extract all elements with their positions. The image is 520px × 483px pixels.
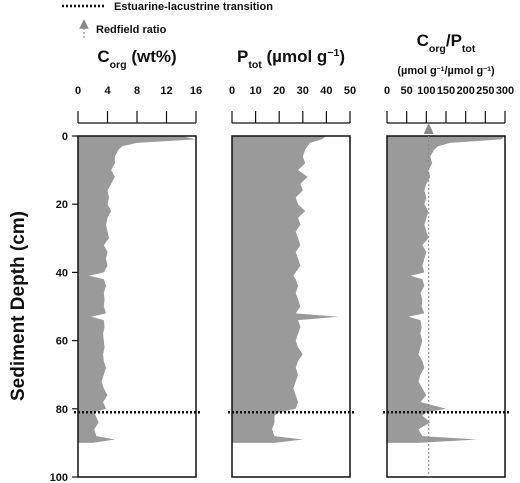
plot-frame <box>77 135 197 478</box>
area <box>78 136 196 443</box>
x-tick-label: 50 <box>344 85 356 97</box>
title-part: P <box>237 47 248 66</box>
title-part: ) <box>491 65 495 77</box>
area <box>232 136 339 443</box>
plot-frame <box>231 135 351 478</box>
title-part: /P <box>446 31 462 50</box>
y-tick-label: 40 <box>56 267 68 279</box>
y-axis-label: Sediment Depth (cm) <box>8 211 29 401</box>
legend-transition-label: Estuarine-lacustrine transition <box>114 1 273 13</box>
title-part: −1 <box>483 66 491 73</box>
title-part: (µmol g <box>262 47 328 66</box>
y-tick-label: 20 <box>56 199 68 211</box>
redfield-arrow <box>423 123 434 134</box>
legend-redfield-label: Redfield ratio <box>96 24 167 36</box>
x-tick-label: 150 <box>437 85 455 97</box>
panel-title: Corg/Ptot <box>417 31 476 55</box>
title-part: ) <box>339 47 345 66</box>
x-tick-label: 0 <box>229 85 235 97</box>
area <box>387 136 505 443</box>
title-part: tot <box>248 59 262 71</box>
panel-title: Corg (wt%) <box>97 47 176 71</box>
x-tick-label: 50 <box>401 85 413 97</box>
x-tick-label: 20 <box>273 85 285 97</box>
x-tick-label: 4 <box>104 85 111 97</box>
y-tick-label: 80 <box>56 404 68 416</box>
x-tick-label: 0 <box>384 85 390 97</box>
title-part: tot <box>462 43 476 55</box>
x-tick-label: 0 <box>75 85 81 97</box>
x-tick-label: 250 <box>476 85 494 97</box>
title-part: C <box>97 47 109 66</box>
x-tick-label: 40 <box>320 85 332 97</box>
title-part: org <box>110 59 127 71</box>
y-tick-label: 0 <box>62 131 68 143</box>
x-tick-label: 30 <box>297 85 309 97</box>
y-tick-label: 60 <box>56 336 68 348</box>
x-tick-label: 300 <box>496 85 514 97</box>
plot-frame <box>386 135 506 478</box>
x-tick-label: 8 <box>134 85 140 97</box>
y-tick-label: 100 <box>50 472 68 483</box>
panel-title: (µmol g−1/µmol g−1) <box>397 65 495 77</box>
title-part: −1 <box>437 66 445 73</box>
title-part: C <box>417 31 429 50</box>
x-tick-label: 100 <box>417 85 435 97</box>
panel-title: Ptot (µmol g−1) <box>237 47 345 71</box>
title-part: (µmol g <box>397 65 436 77</box>
x-tick-label: 16 <box>190 85 202 97</box>
x-tick-label: 12 <box>160 85 172 97</box>
x-tick-label: 200 <box>456 85 474 97</box>
title-part: /µmol g <box>444 65 483 77</box>
title-part: org <box>429 43 446 55</box>
title-part: (wt%) <box>127 47 177 66</box>
x-tick-label: 10 <box>249 85 261 97</box>
title-part: −1 <box>327 47 339 59</box>
